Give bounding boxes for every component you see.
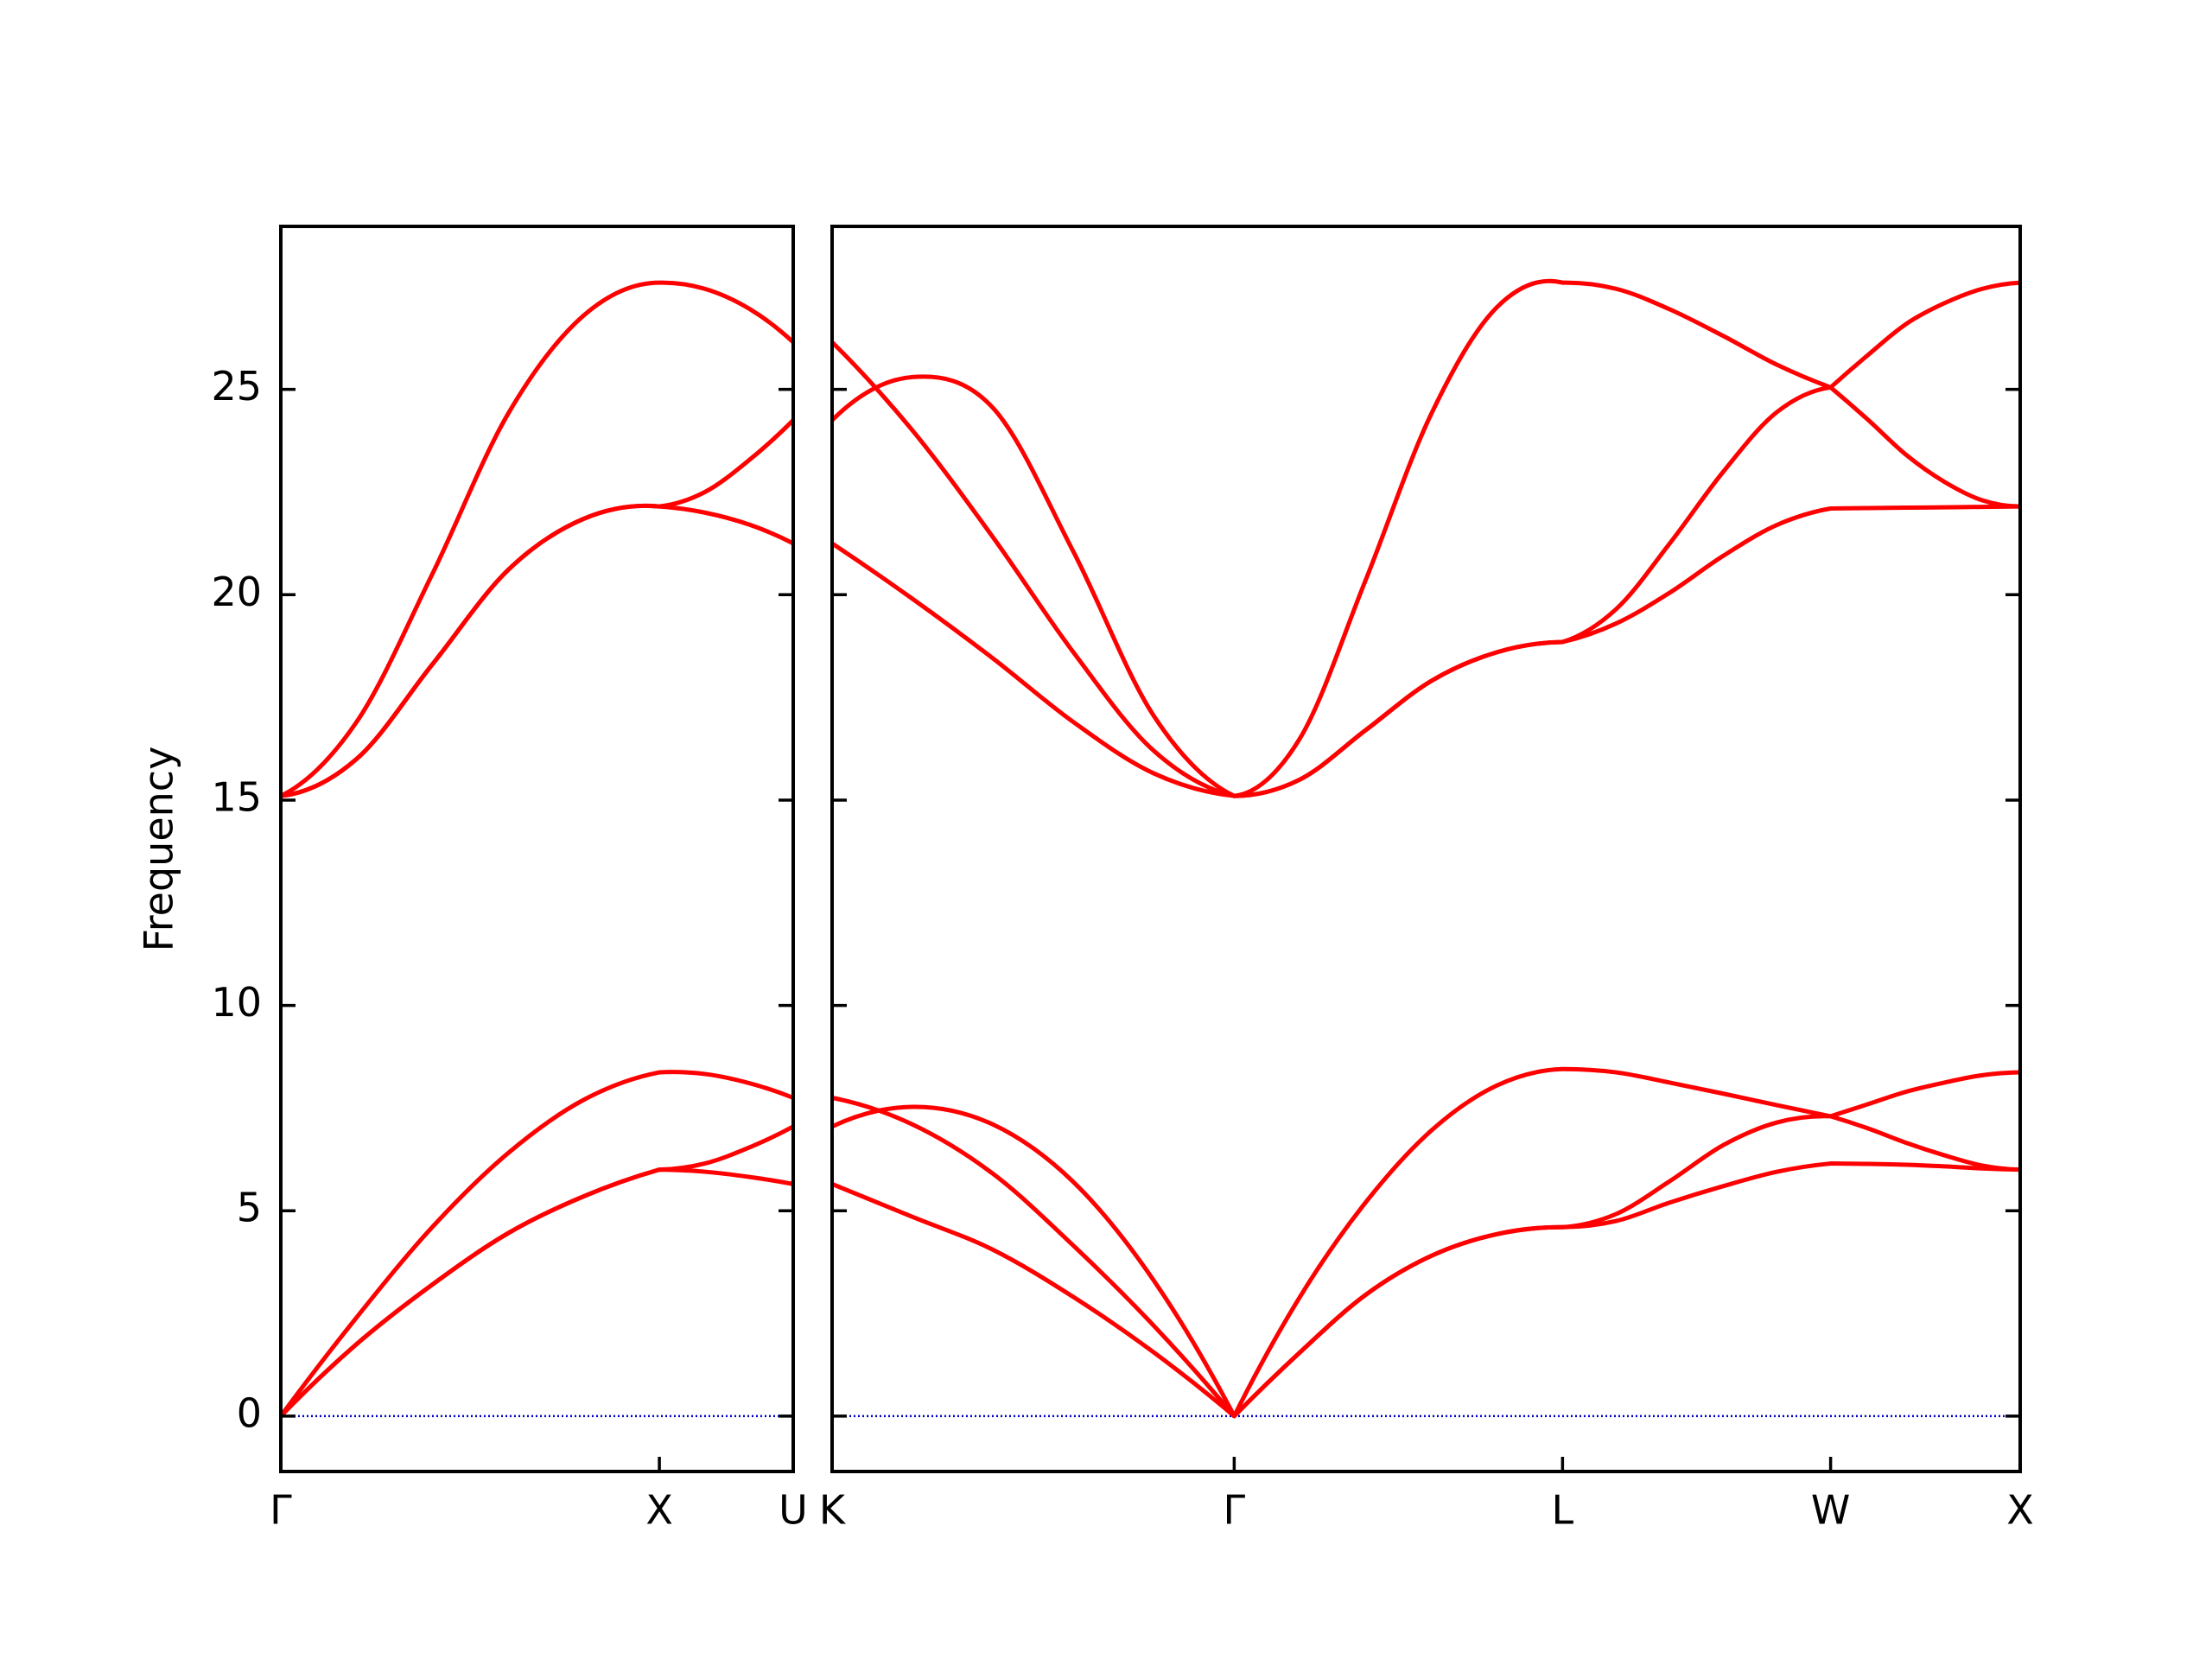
band-line — [278, 1070, 794, 1418]
y-tick-label: 0 — [237, 1389, 262, 1436]
band-line — [280, 503, 795, 798]
y-axis-label: Frequency — [136, 747, 182, 952]
x-tick-label: X — [645, 1487, 673, 1534]
x-tick-label: K — [819, 1487, 847, 1534]
y-tick-label: 20 — [211, 569, 262, 615]
plot-frame — [279, 225, 795, 1473]
y-tick-label: 25 — [211, 363, 262, 410]
band-line — [831, 1161, 2021, 1419]
x-tick-label: W — [1811, 1487, 1850, 1534]
x-tick-label: U — [779, 1487, 808, 1534]
band-line — [830, 278, 2021, 798]
plot-frame — [830, 225, 2022, 1473]
x-tick-label: Γ — [1224, 1487, 1246, 1534]
y-tick-label: 5 — [237, 1185, 262, 1231]
band-line — [279, 280, 795, 798]
band-line — [831, 1066, 2021, 1419]
y-tick-label: 15 — [211, 773, 262, 820]
x-tick-label: Γ — [270, 1487, 292, 1534]
band-line — [279, 1167, 794, 1418]
band-line — [830, 504, 2021, 798]
y-tick-label: 10 — [211, 979, 262, 1026]
x-tick-label: X — [2006, 1487, 2034, 1534]
x-tick-label: L — [1552, 1487, 1574, 1534]
